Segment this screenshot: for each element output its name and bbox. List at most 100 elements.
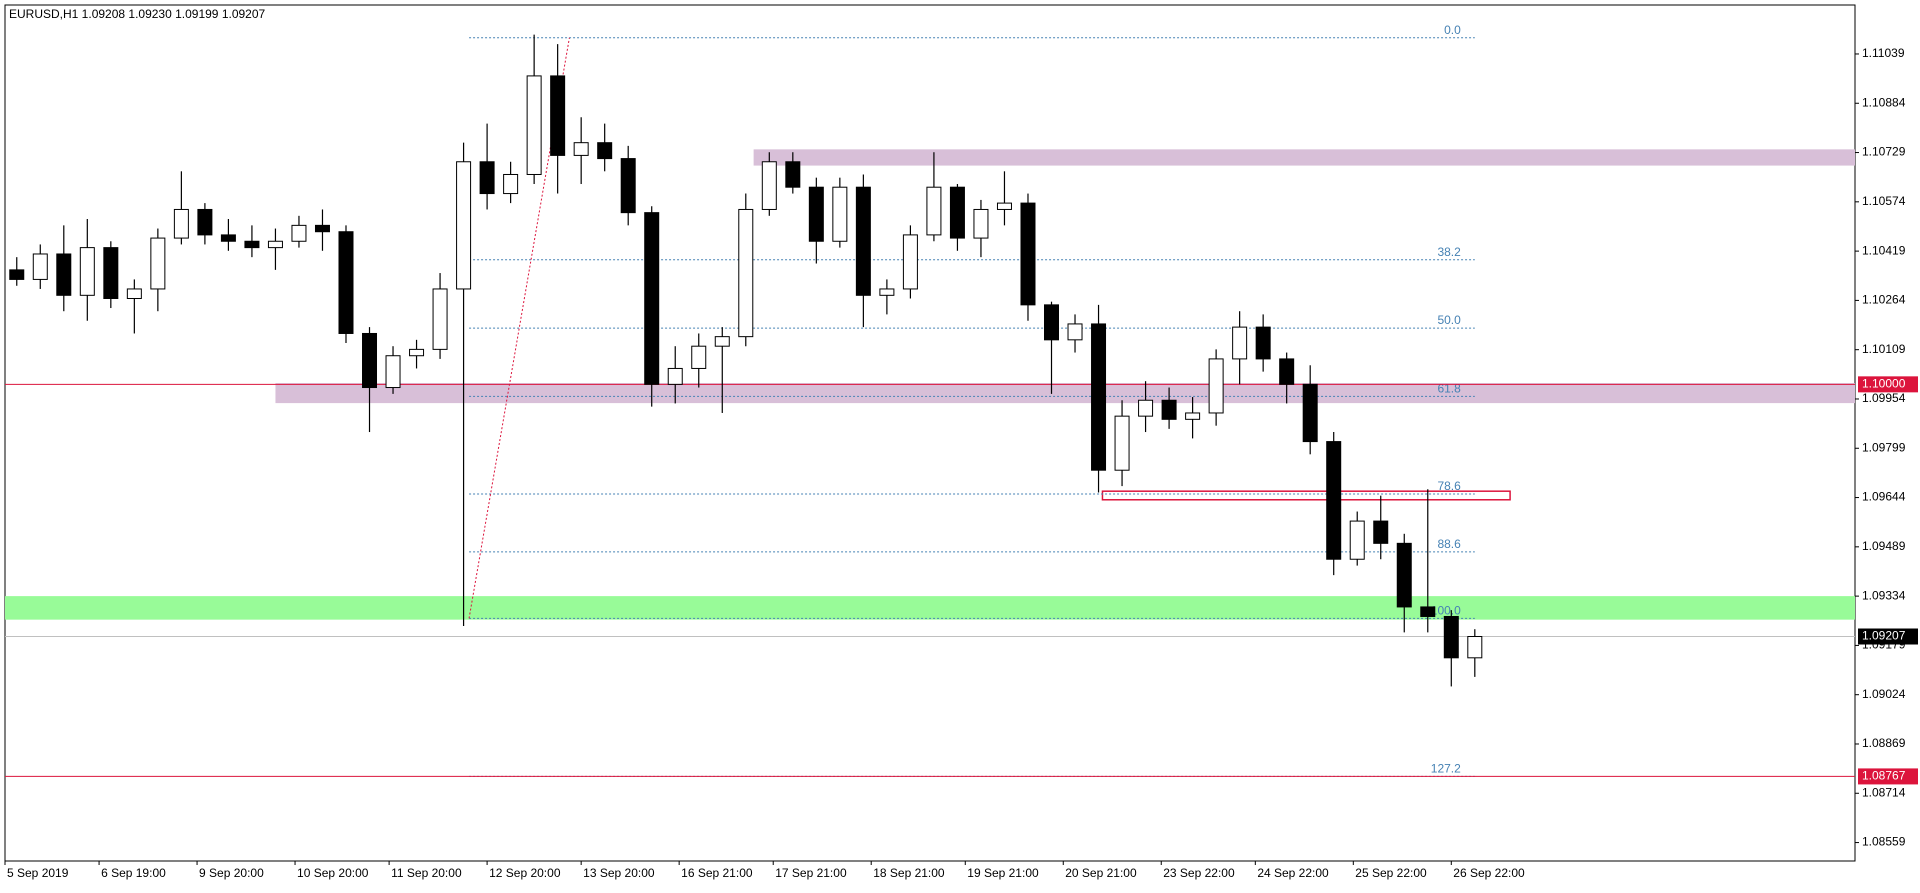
y-tick-label: 1.09489 xyxy=(1862,539,1906,553)
candle-body xyxy=(785,161,801,188)
candle-body xyxy=(573,142,589,156)
candle-body xyxy=(949,186,965,239)
price-label: 1.09207 xyxy=(1862,629,1906,643)
candle-body xyxy=(644,212,660,385)
zone xyxy=(5,596,1855,620)
candle-body xyxy=(667,367,683,385)
candle-body xyxy=(220,234,236,242)
candle-body xyxy=(1326,441,1342,560)
candle-body xyxy=(597,142,613,160)
candle-body xyxy=(503,173,519,195)
candle-body xyxy=(1044,304,1060,341)
candle-body xyxy=(1020,202,1036,306)
fib-label: 88.6 xyxy=(1437,537,1461,551)
candle-body xyxy=(620,158,636,214)
candle-body xyxy=(526,75,542,175)
candle-body xyxy=(761,161,777,210)
candle-body xyxy=(1302,383,1318,443)
candle-body xyxy=(150,237,166,290)
x-tick-label: 11 Sep 20:00 xyxy=(391,866,462,880)
candle-body xyxy=(738,208,754,338)
price-label: 1.08767 xyxy=(1862,769,1906,783)
candle-body xyxy=(32,253,48,280)
candle-body xyxy=(1373,520,1389,544)
fib-label: 61.8 xyxy=(1437,382,1461,396)
price-label-box xyxy=(1858,376,1918,393)
candle-body xyxy=(973,208,989,239)
price-label-box xyxy=(1858,628,1918,645)
candle-body xyxy=(1185,412,1201,420)
candle-body xyxy=(1279,358,1295,385)
y-tick-label: 1.08869 xyxy=(1862,736,1906,750)
candle-body xyxy=(1161,399,1177,420)
candle-body xyxy=(926,186,942,236)
y-tick-label: 1.10574 xyxy=(1862,194,1906,208)
candle-body xyxy=(1255,326,1271,360)
candle-body xyxy=(1138,399,1154,417)
x-tick-label: 24 Sep 22:00 xyxy=(1257,866,1329,880)
candle-body xyxy=(244,240,260,249)
candle-body xyxy=(479,161,495,195)
fib-label: 127.2 xyxy=(1431,762,1461,776)
candle-body xyxy=(1091,323,1107,471)
candle-body xyxy=(432,288,448,350)
y-tick-label: 1.10264 xyxy=(1862,293,1906,307)
candle-body xyxy=(103,247,119,299)
candle-body xyxy=(9,269,25,280)
y-tick-label: 1.09024 xyxy=(1862,687,1906,701)
candle-body xyxy=(173,208,189,239)
x-tick-label: 16 Sep 21:00 xyxy=(681,866,753,880)
y-tick-label: 1.08714 xyxy=(1862,785,1906,799)
y-tick-label: 1.10884 xyxy=(1862,95,1906,109)
y-tick-label: 1.10729 xyxy=(1862,145,1906,159)
y-tick-label: 1.09644 xyxy=(1862,490,1906,504)
x-tick-label: 25 Sep 22:00 xyxy=(1355,866,1427,880)
candle-body xyxy=(691,345,707,369)
x-tick-label: 18 Sep 21:00 xyxy=(873,866,945,880)
candle-body xyxy=(1208,358,1224,414)
x-tick-label: 17 Sep 21:00 xyxy=(775,866,847,880)
x-tick-label: 20 Sep 21:00 xyxy=(1065,866,1137,880)
x-tick-label: 12 Sep 20:00 xyxy=(489,866,561,880)
zone xyxy=(275,383,1855,404)
y-tick-label: 1.10419 xyxy=(1862,243,1906,257)
chart-title: EURUSD,H1 1.09208 1.09230 1.09199 1.0920… xyxy=(9,7,266,21)
y-tick-label: 1.09799 xyxy=(1862,440,1906,454)
candle-body xyxy=(832,186,848,242)
candle-body xyxy=(385,355,401,389)
plot-frame xyxy=(4,4,1856,862)
candle-body xyxy=(362,332,378,389)
candle-body xyxy=(267,240,283,249)
candle-body xyxy=(79,247,95,296)
candle-body xyxy=(291,224,307,242)
fib-label: 38.2 xyxy=(1437,245,1461,259)
x-tick-label: 13 Sep 20:00 xyxy=(583,866,655,880)
fib-label: 78.6 xyxy=(1437,479,1461,493)
candle-body xyxy=(314,224,330,233)
x-tick-label: 23 Sep 22:00 xyxy=(1163,866,1235,880)
x-tick-label: 10 Sep 20:00 xyxy=(297,866,369,880)
candle-body xyxy=(996,202,1012,210)
fib-label: 100.0 xyxy=(1431,604,1461,618)
price-label: 1.10000 xyxy=(1862,377,1906,391)
candle-body xyxy=(126,288,142,299)
fib-label: 50.0 xyxy=(1437,313,1461,327)
candle-body xyxy=(56,253,72,296)
y-tick-label: 1.08559 xyxy=(1862,835,1906,849)
candle-body xyxy=(550,75,566,156)
x-tick-label: 5 Sep 2019 xyxy=(7,866,69,880)
x-tick-label: 19 Sep 21:00 xyxy=(967,866,1039,880)
candle-body xyxy=(1114,415,1130,471)
y-tick-label: 1.09334 xyxy=(1862,588,1906,602)
x-tick-label: 6 Sep 19:00 xyxy=(101,866,166,880)
candle-body xyxy=(1467,636,1483,659)
candle-body xyxy=(714,336,730,347)
candle-body xyxy=(338,231,354,334)
y-tick-label: 1.09954 xyxy=(1862,391,1906,405)
candle-body xyxy=(879,288,895,296)
candle-body xyxy=(855,186,871,296)
y-tick-label: 1.11039 xyxy=(1862,46,1905,60)
candle-body xyxy=(1443,615,1459,659)
